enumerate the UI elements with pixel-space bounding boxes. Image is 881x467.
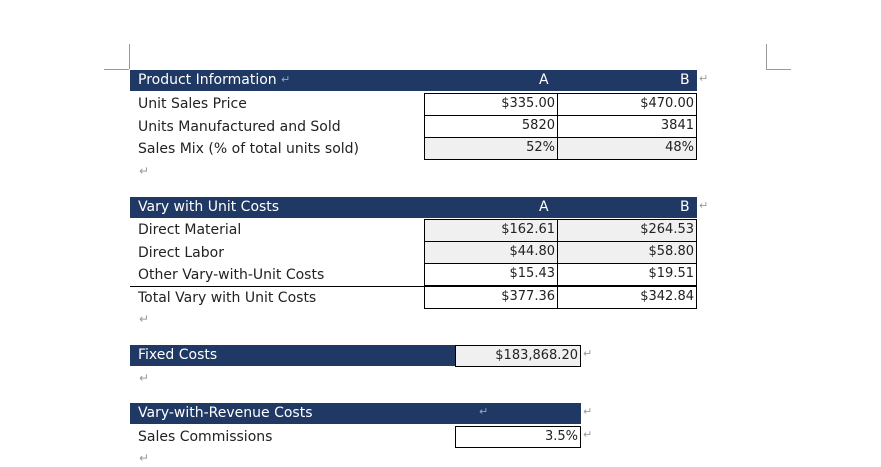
fixed-costs-header: Fixed Costs — [138, 347, 218, 363]
product-info-cell-b: 3841 — [557, 115, 697, 138]
vary-unit-header: Vary with Unit Costs — [138, 199, 280, 215]
product-info-row-label: Sales Mix (% of total units sold) — [138, 141, 360, 157]
product-info-cell-b: 48% — [557, 137, 697, 160]
product-info-header: Product Information — [138, 72, 277, 88]
vary-revenue-row-label: Sales Commissions — [138, 429, 273, 445]
vary-unit-cell-b: $19.51 — [557, 263, 697, 286]
product-info-col-a: A — [539, 72, 549, 88]
vary-unit-total-b: $342.84 — [557, 286, 697, 309]
product-info-cell-a: $335.00 — [424, 93, 558, 116]
sales-commission-value: 3.5% — [455, 426, 581, 448]
vary-unit-cell-b: $58.80 — [557, 241, 697, 264]
vary-revenue-header-bar — [130, 403, 581, 424]
page-corner-mark-left — [104, 69, 129, 70]
fixed-costs-header-bar — [130, 345, 455, 366]
product-info-col-b: B — [680, 72, 690, 88]
paragraph-mark: ↵ — [139, 312, 150, 326]
vary-unit-total-label: Total Vary with Unit Costs — [138, 290, 317, 306]
vary-unit-row-label: Direct Labor — [138, 245, 224, 261]
page-corner-mark-right-v — [766, 44, 767, 69]
row-end-mark: ↵ — [699, 199, 709, 212]
vary-unit-row-label: Direct Material — [138, 222, 242, 238]
vary-unit-cell-b: $264.53 — [557, 219, 697, 242]
vary-unit-total-a: $377.36 — [424, 286, 558, 309]
vary-unit-col-a: A — [539, 199, 549, 215]
page-corner-mark-right — [766, 69, 791, 70]
vary-revenue-header: Vary-with-Revenue Costs — [138, 405, 313, 421]
vary-unit-header-bar — [130, 197, 697, 218]
product-info-cell-a: 52% — [424, 137, 558, 160]
vary-unit-col-b: B — [680, 199, 690, 215]
paragraph-mark: ↵ — [139, 451, 150, 465]
row-end-mark: ↵ — [583, 347, 593, 360]
cell-end-mark: ↵ — [281, 73, 291, 86]
row-end-mark: ↵ — [699, 72, 709, 85]
row-end-mark: ↵ — [583, 428, 593, 441]
product-info-row-label: Units Manufactured and Sold — [138, 119, 341, 135]
product-info-cell-b: $470.00 — [557, 93, 697, 116]
row-end-mark: ↵ — [583, 405, 593, 418]
vary-unit-cell-a: $15.43 — [424, 263, 558, 286]
vary-unit-cell-a: $44.80 — [424, 241, 558, 264]
cell-end-mark: ↵ — [479, 405, 489, 418]
vary-unit-row-label: Other Vary-with-Unit Costs — [138, 267, 325, 283]
total-rule — [130, 286, 424, 287]
paragraph-mark: ↵ — [139, 164, 150, 178]
product-info-row-label: Unit Sales Price — [138, 96, 247, 112]
fixed-costs-value: $183,868.20 — [455, 345, 581, 367]
product-info-cell-a: 5820 — [424, 115, 558, 138]
page-corner-mark-left-v — [129, 44, 130, 69]
vary-unit-cell-a: $162.61 — [424, 219, 558, 242]
product-info-header-bar — [130, 70, 697, 91]
paragraph-mark: ↵ — [139, 371, 150, 385]
